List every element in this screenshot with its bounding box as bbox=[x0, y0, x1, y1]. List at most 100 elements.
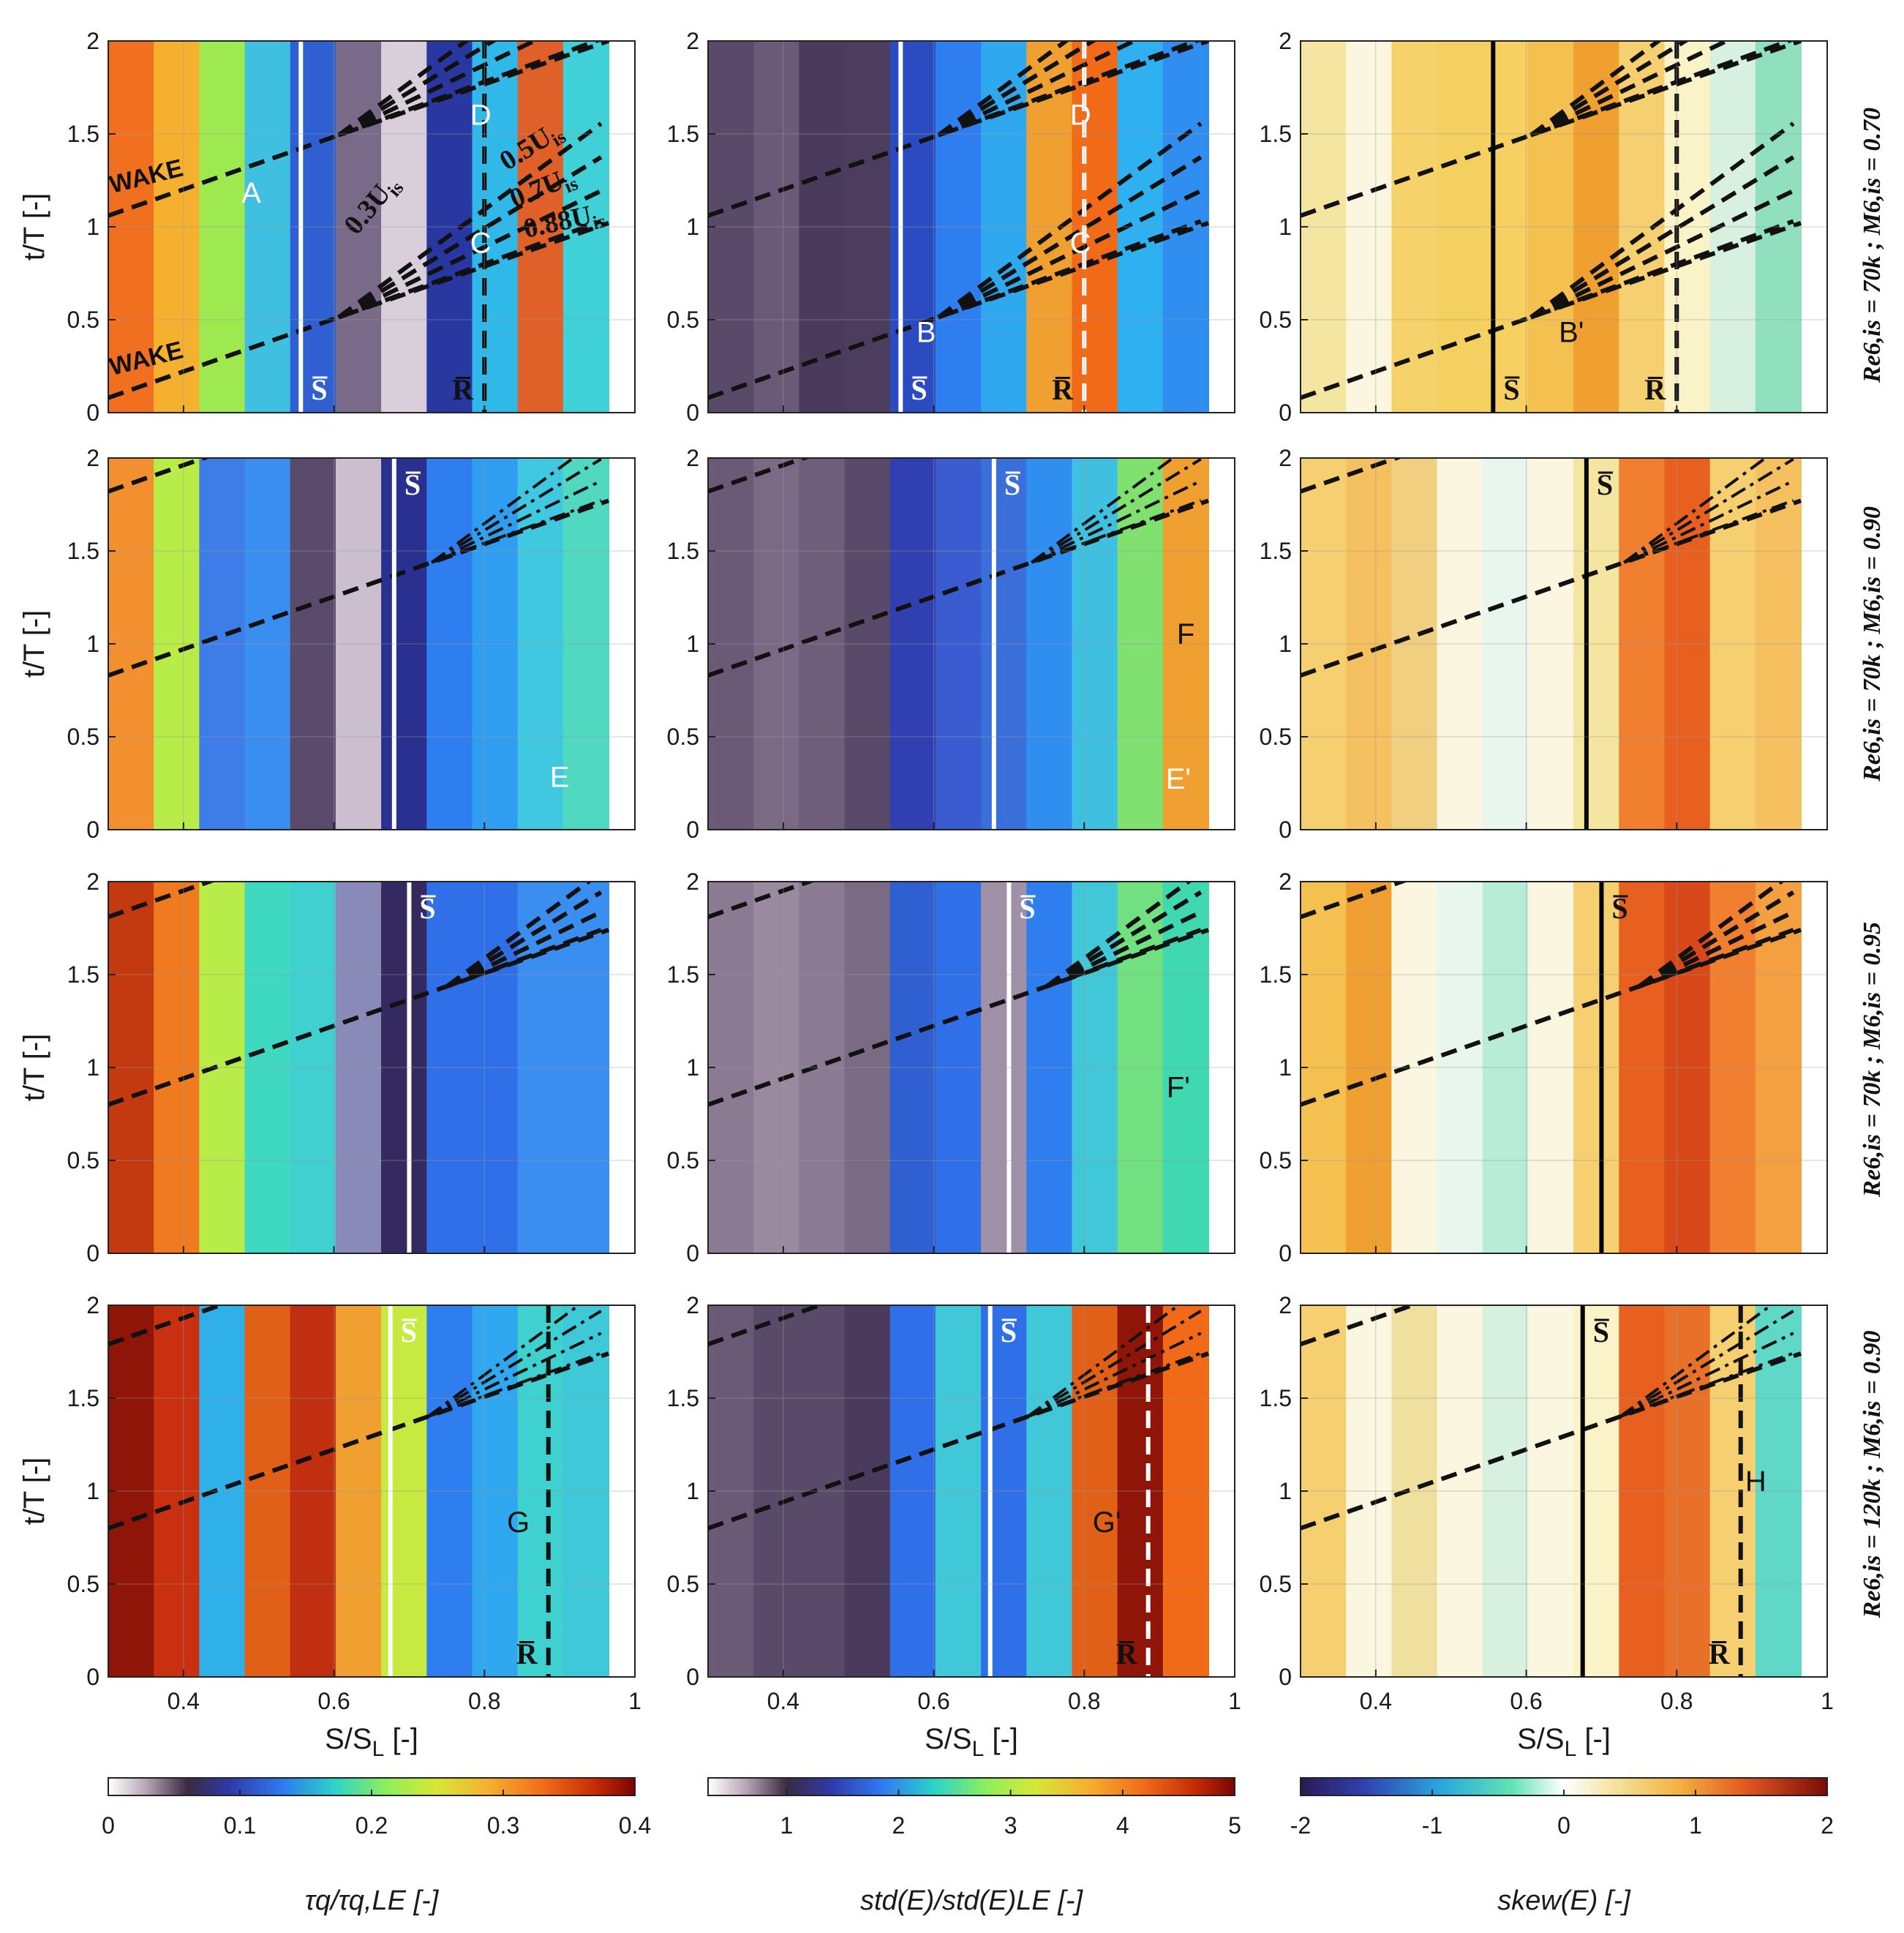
panel-r0-c0: S̅ R̅ACDWAKEWAKE0.3Uis0.5Uis0.7Uis0.88Uis… bbox=[18, 28, 636, 426]
velocity-line-2 bbox=[1045, 909, 1203, 988]
y-tick-label: 0.5 bbox=[667, 1571, 699, 1597]
y-tick-label: 1 bbox=[86, 631, 99, 657]
velocity-line-1 bbox=[431, 458, 602, 564]
y-tick-label: 2 bbox=[686, 1292, 699, 1318]
separation-label: S̅ bbox=[404, 468, 421, 501]
y-tick-label: 0 bbox=[86, 399, 99, 426]
panel-r1-c0: S̅ E 0 0.5 1 1.5 2 t/T [-] bbox=[18, 445, 636, 843]
x-axis-label: S/SL [-] bbox=[1517, 1723, 1611, 1761]
y-tick-label: 0.5 bbox=[1260, 724, 1292, 750]
wake-line bbox=[1301, 882, 1409, 920]
separation-label: S̅ bbox=[1001, 1315, 1017, 1348]
velocity-line-2 bbox=[1619, 1332, 1794, 1418]
panel-r3-c2: S̅ R̅ H 0 0.5 1 1.5 2 0.4 0.6 0.8 1 bbox=[1260, 1292, 1834, 1714]
colorbar-tick-label: 0.3 bbox=[487, 1812, 519, 1839]
wake-line bbox=[108, 928, 609, 1107]
velocity-line-3 bbox=[1623, 499, 1794, 564]
y-tick-label: 0.5 bbox=[67, 724, 99, 750]
y-tick-label: 2 bbox=[1279, 1292, 1292, 1318]
y-tick-label: 0 bbox=[86, 1664, 99, 1690]
y-tick-label: 1 bbox=[686, 1054, 699, 1081]
y-tick-label: 1.5 bbox=[1260, 961, 1292, 988]
wake-line bbox=[1301, 1305, 1419, 1347]
y-tick-label: 1.5 bbox=[667, 961, 699, 988]
x-axis-label: S/SL [-] bbox=[925, 1723, 1018, 1761]
y-tick-label: 0 bbox=[686, 1664, 699, 1690]
y-tick-label: 1.5 bbox=[1260, 1385, 1292, 1411]
velocity-line-3 bbox=[445, 928, 602, 988]
panel-r0-c2: S̅ R̅ B' 0 0.5 1 1.5 2 bbox=[1260, 28, 1828, 426]
velocity-line-3 bbox=[1529, 41, 1794, 138]
velocity-line-0 bbox=[1045, 882, 1192, 988]
x-tick-label: 0.6 bbox=[917, 1688, 949, 1714]
velocity-line-1 bbox=[337, 41, 497, 138]
colorbar-label: std(E)/std(E)LE [-] bbox=[860, 1885, 1083, 1916]
velocity-line-1 bbox=[937, 155, 1203, 320]
reattachment-label: R̅ bbox=[452, 373, 474, 406]
velocity-line-2 bbox=[427, 1332, 602, 1418]
velocity-line-0 bbox=[336, 41, 470, 138]
y-tick-label: 1 bbox=[1279, 214, 1292, 240]
colorbar-tick-label: -2 bbox=[1290, 1812, 1311, 1839]
colorbar-label: skew(E) [-] bbox=[1497, 1885, 1631, 1916]
y-tick-label: 1.5 bbox=[67, 1385, 99, 1411]
wake-line bbox=[708, 221, 1209, 400]
wake-line bbox=[708, 1351, 1209, 1531]
wake-line bbox=[1301, 928, 1802, 1107]
reattachment-label: R̅ bbox=[1644, 373, 1666, 406]
row-label-0: Re6,is = 70k ; M6,is = 0.70 bbox=[1859, 108, 1886, 383]
velocity-line-0 bbox=[1623, 458, 1768, 564]
velocity-line-1 bbox=[427, 1310, 602, 1418]
y-tick-label: 1 bbox=[1279, 1478, 1292, 1504]
y-tick-label: 0.5 bbox=[1260, 307, 1292, 333]
marker-G: G bbox=[507, 1506, 530, 1539]
colorbar-tick-label: 0 bbox=[102, 1812, 115, 1839]
velocity-line-3 bbox=[1638, 928, 1794, 988]
x-tick-label: 0.4 bbox=[168, 1688, 200, 1714]
velocity-line-0 bbox=[936, 41, 1070, 138]
reattachment-label: R̅ bbox=[1116, 1637, 1138, 1670]
wake-line bbox=[708, 41, 1209, 218]
velocity-line-0 bbox=[1638, 882, 1785, 988]
wake-line bbox=[708, 458, 811, 494]
velocity-line-1 bbox=[337, 155, 603, 320]
marker-E': E' bbox=[1166, 763, 1191, 795]
wake-line bbox=[708, 1305, 827, 1347]
marker-D: D bbox=[470, 99, 492, 131]
velocity-line-0 bbox=[445, 882, 592, 988]
colorbar-tick-label: 4 bbox=[1116, 1812, 1129, 1839]
reattachment-label: R̅ bbox=[516, 1637, 538, 1670]
colorbar-tick-label: -1 bbox=[1422, 1812, 1442, 1839]
marker-F: F bbox=[1177, 618, 1194, 650]
row-label-3: Re6,is = 120k ; M6,is = 0.90 bbox=[1859, 1331, 1886, 1619]
separation-label: S̅ bbox=[311, 373, 328, 406]
y-axis-label: t/T [-] bbox=[18, 1034, 50, 1102]
wake-line bbox=[1301, 458, 1404, 494]
y-tick-label: 1 bbox=[86, 1478, 99, 1504]
wake-line bbox=[708, 498, 1209, 678]
separation-label: S̅ bbox=[1004, 468, 1021, 501]
y-tick-label: 2 bbox=[1279, 445, 1292, 471]
colorbar-tick-label: 0.1 bbox=[224, 1812, 256, 1839]
colorbar-tick-label: 2 bbox=[1821, 1812, 1834, 1839]
colorbars: 0 0.1 0.2 0.3 0.4 τq/τq,LE [-] 1 2 3 4 5 std(E)/std… bbox=[102, 1777, 1834, 1916]
x-axis-labels: S/SL [-] S/SL [-] S/SL [-] bbox=[325, 1723, 1611, 1761]
colorbar-tick-label: 0 bbox=[1557, 1812, 1570, 1839]
panel-r1-c2: S̅ 0 0.5 1 1.5 2 bbox=[1260, 445, 1828, 843]
velocity-line-3 bbox=[1031, 499, 1202, 564]
colorbar-tick-label: 1 bbox=[780, 1812, 793, 1839]
panel-r2-c1: S̅ F' 0 0.5 1 1.5 2 bbox=[667, 868, 1235, 1266]
y-tick-label: 2 bbox=[86, 28, 99, 54]
marker-D: D bbox=[1070, 99, 1091, 131]
colorbar-label: τq/τq,LE [-] bbox=[305, 1885, 440, 1916]
x-tick-label: 0.4 bbox=[1360, 1688, 1392, 1714]
panel-r2-c0: S̅ 0 0.5 1 1.5 2 t/T [-] bbox=[18, 868, 636, 1266]
panel-r3-c1: S̅ R̅ G' 0 0.5 1 1.5 2 0.4 0.6 0.8 1 bbox=[667, 1292, 1241, 1714]
velocity-line-0 bbox=[1031, 458, 1175, 564]
wake-line bbox=[1301, 1351, 1802, 1531]
y-tick-label: 0.5 bbox=[667, 1147, 699, 1174]
velocity-line-1 bbox=[1031, 458, 1202, 564]
row-label-2: Re6,is = 70k ; M6,is = 0.95 bbox=[1859, 922, 1886, 1198]
y-tick-label: 0 bbox=[1279, 817, 1292, 843]
x-tick-label: 0.6 bbox=[317, 1688, 350, 1714]
